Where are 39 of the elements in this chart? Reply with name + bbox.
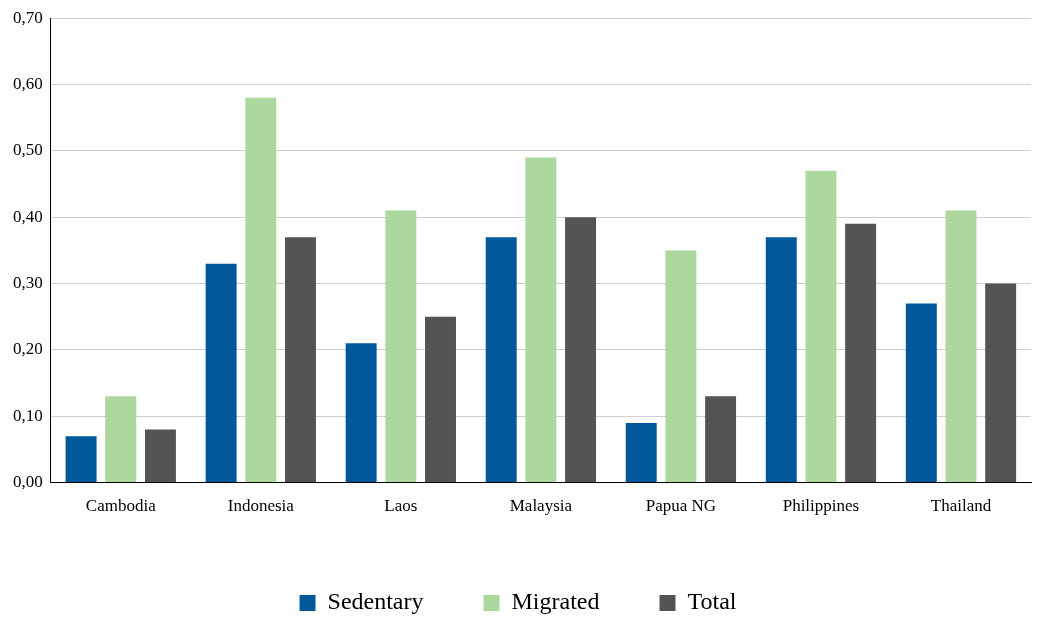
- bar: [565, 217, 597, 483]
- bar: [625, 422, 657, 483]
- bar: [665, 250, 697, 483]
- x-tick-label: Philippines: [782, 496, 860, 516]
- bar: [845, 223, 877, 483]
- y-tick-label: 0,60: [13, 74, 43, 94]
- y-tick-label: 0,00: [13, 472, 43, 492]
- bar: [425, 316, 456, 483]
- bar: [345, 343, 377, 483]
- bar: [144, 429, 176, 483]
- bar: [285, 237, 316, 483]
- x-tick-label: Laos: [384, 496, 418, 516]
- legend-label: Sedentary: [327, 588, 424, 615]
- y-tick-label: 0,70: [13, 7, 43, 27]
- bar: [105, 396, 137, 483]
- legend-label: Migrated: [511, 588, 600, 615]
- bar: [985, 283, 1017, 483]
- bar: [385, 210, 417, 483]
- y-tick-label: 0,30: [13, 273, 43, 293]
- x-tick-label: Thailand: [930, 496, 992, 516]
- bar: [205, 263, 237, 483]
- bar: [905, 303, 937, 483]
- bar: [65, 436, 97, 483]
- bar: [245, 97, 277, 483]
- bar: [705, 396, 737, 483]
- x-tick-label: Malaysia: [509, 496, 573, 516]
- bar: [945, 210, 977, 483]
- x-tick-label: Papua NG: [645, 496, 717, 516]
- x-tick-label: Indonesia: [227, 496, 295, 516]
- x-tick-label: Cambodia: [85, 496, 157, 516]
- bar: [805, 170, 837, 483]
- y-tick-label: 0,40: [13, 206, 43, 226]
- bar: [485, 237, 517, 483]
- legend-label: Total: [687, 588, 737, 615]
- bar: [765, 237, 797, 483]
- y-tick-label: 0,10: [13, 405, 43, 425]
- bar: [525, 157, 557, 483]
- y-tick-label: 0,20: [13, 339, 43, 359]
- y-tick-label: 0,50: [13, 140, 43, 160]
